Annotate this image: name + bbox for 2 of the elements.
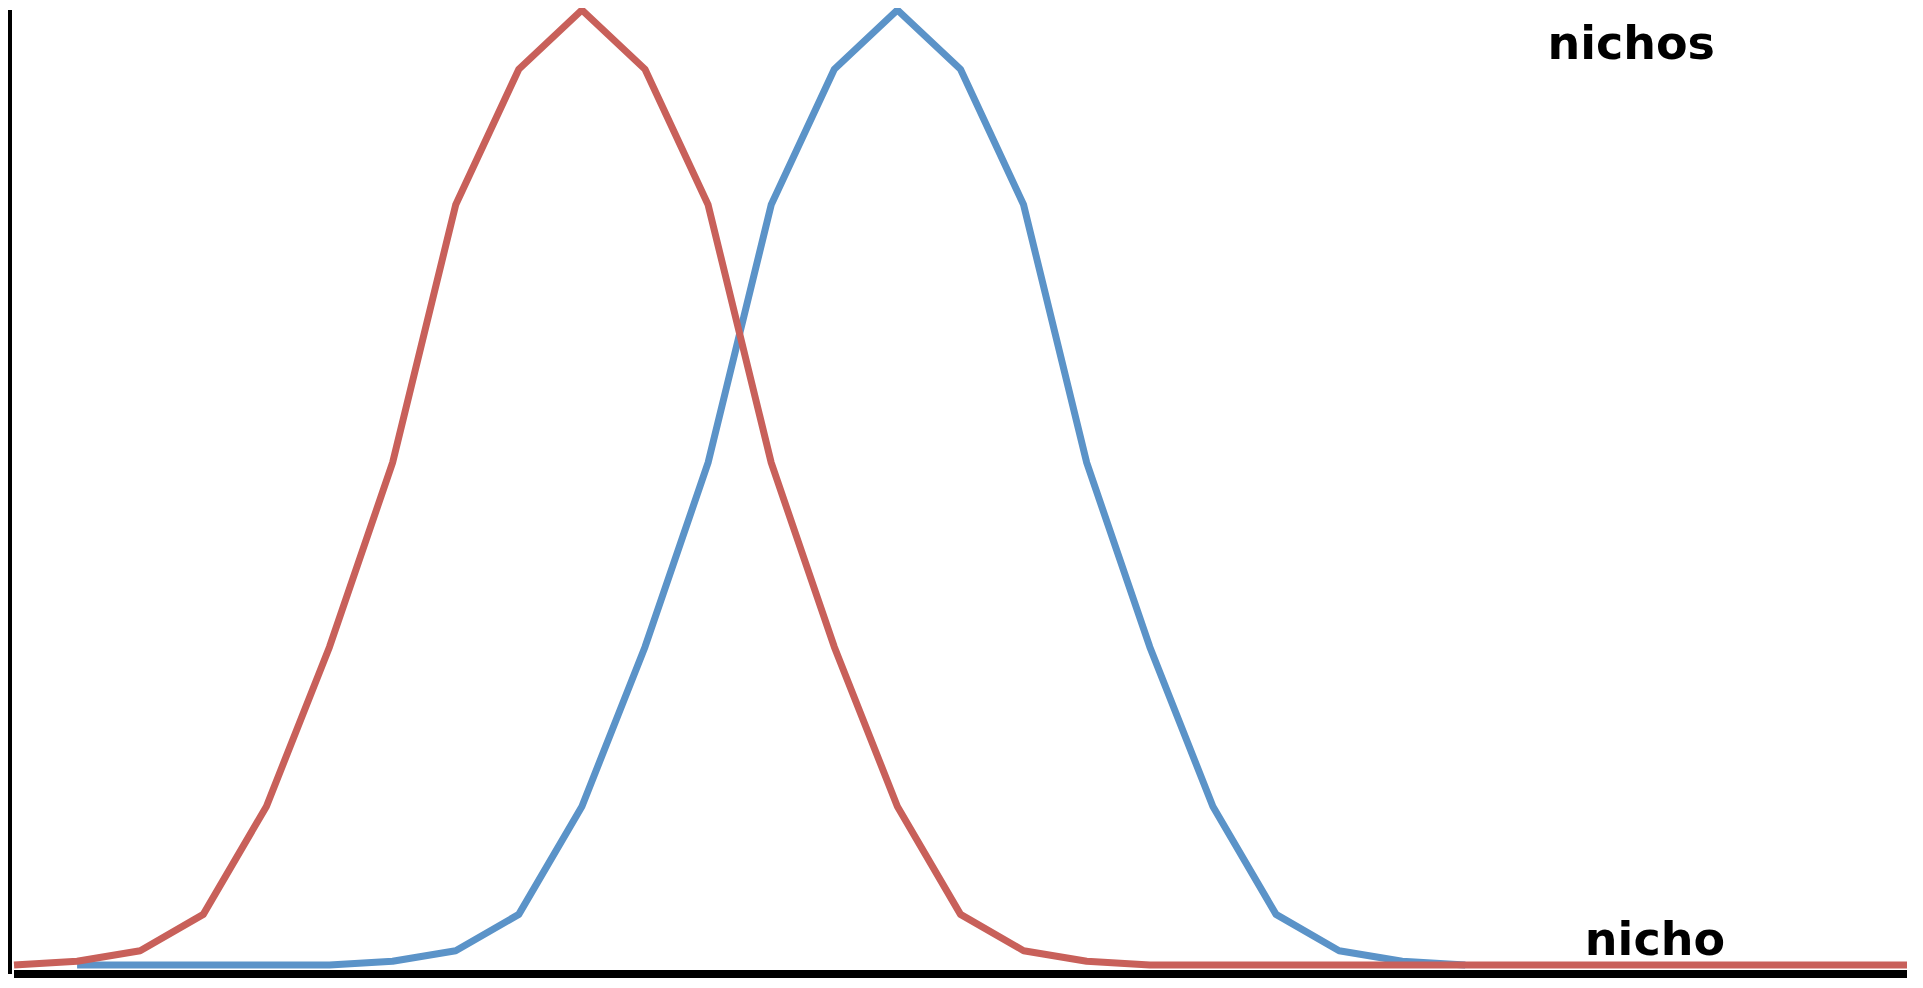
annotation: nichos xyxy=(1547,16,1715,70)
annotation: nicho xyxy=(1584,912,1725,966)
